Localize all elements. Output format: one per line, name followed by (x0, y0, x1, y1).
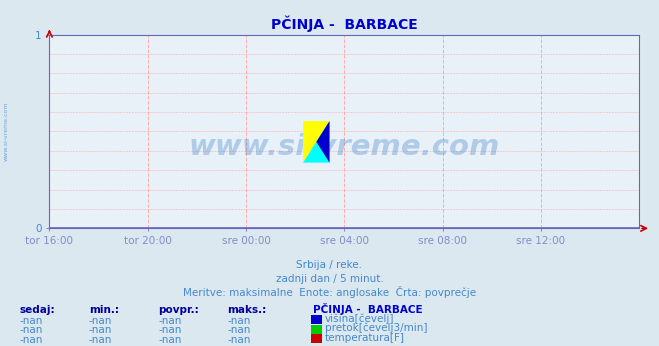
Text: -nan: -nan (20, 325, 43, 335)
Polygon shape (316, 121, 330, 163)
Text: -nan: -nan (89, 335, 112, 345)
Text: povpr.:: povpr.: (158, 305, 199, 315)
Polygon shape (303, 121, 330, 163)
Title: PČINJA -  BARBACE: PČINJA - BARBACE (271, 16, 418, 32)
Text: sedaj:: sedaj: (20, 305, 55, 315)
Text: -nan: -nan (89, 325, 112, 335)
Text: višina[čevelj]: višina[čevelj] (325, 313, 394, 324)
Text: -nan: -nan (158, 316, 181, 326)
Text: -nan: -nan (227, 325, 250, 335)
Text: Srbija / reke.: Srbija / reke. (297, 260, 362, 270)
Text: min.:: min.: (89, 305, 119, 315)
Text: -nan: -nan (158, 325, 181, 335)
Text: temperatura[F]: temperatura[F] (325, 333, 405, 343)
Text: -nan: -nan (227, 335, 250, 345)
Text: www.si-vreme.com: www.si-vreme.com (188, 133, 500, 161)
Text: Meritve: maksimalne  Enote: anglosake  Črta: povprečje: Meritve: maksimalne Enote: anglosake Črt… (183, 286, 476, 298)
Text: PČINJA -  BARBACE: PČINJA - BARBACE (313, 303, 422, 315)
Text: pretok[čevelj3/min]: pretok[čevelj3/min] (325, 322, 428, 333)
Text: -nan: -nan (20, 335, 43, 345)
Text: www.si-vreme.com: www.si-vreme.com (3, 102, 9, 161)
Polygon shape (303, 121, 330, 163)
Text: -nan: -nan (20, 316, 43, 326)
Text: -nan: -nan (227, 316, 250, 326)
Text: -nan: -nan (158, 335, 181, 345)
Text: -nan: -nan (89, 316, 112, 326)
Text: maks.:: maks.: (227, 305, 267, 315)
Text: zadnji dan / 5 minut.: zadnji dan / 5 minut. (275, 274, 384, 284)
